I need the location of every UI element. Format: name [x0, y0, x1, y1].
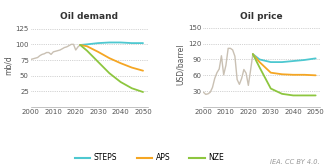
Y-axis label: USD/barrel: USD/barrel [176, 44, 185, 85]
Text: IEA. CC BY 4.0.: IEA. CC BY 4.0. [270, 159, 320, 165]
Y-axis label: mb/d: mb/d [4, 55, 13, 75]
Legend: STEPS, APS, NZE: STEPS, APS, NZE [75, 153, 224, 162]
Title: Oil price: Oil price [240, 12, 283, 21]
Title: Oil demand: Oil demand [60, 12, 118, 21]
